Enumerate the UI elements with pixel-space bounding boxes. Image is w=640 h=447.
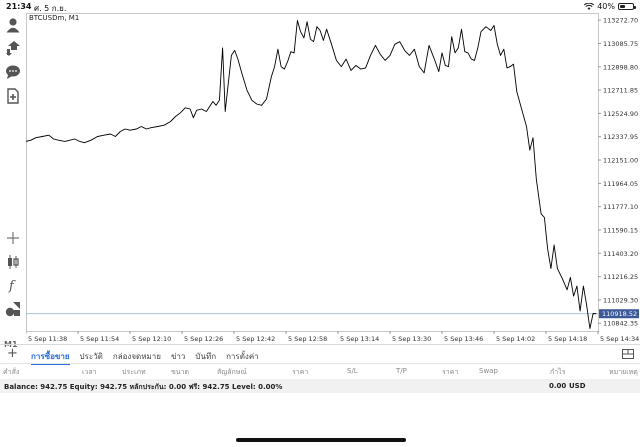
tab-2[interactable]: กล่องจดหมาย — [112, 352, 161, 361]
tab-4[interactable]: บันทึก — [195, 352, 217, 361]
chart-canvas[interactable]: 113272.70 113085.75 112898.80 112711.85 1125… — [26, 13, 640, 343]
terminal-tabs: การซื้อขาย ประวัติ กล่องจดหมาย ข่าว บันทึก กา… — [31, 350, 259, 365]
x-tick-label: 5 Sep 14:02 — [496, 335, 535, 343]
y-tick-label: 111590.15 — [603, 226, 638, 234]
layout-toggle-icon[interactable] — [622, 349, 634, 359]
x-tick-label: 5 Sep 11:38 — [28, 335, 67, 343]
status-bar: 21:34 ศ. 5 ก.ย. 40% — [0, 0, 640, 14]
trade-column-headers: คำสั่ง เวลา ประเภท ขนาด สัญลักษณ์ ราคา S/L T/P ร… — [0, 364, 640, 379]
column-header[interactable]: ราคา — [292, 368, 309, 376]
new-order-button[interactable]: + — [7, 346, 18, 361]
balance-row: Balance: 942.75 Equity: 942.75 หลักประกั… — [0, 379, 640, 393]
tab-0[interactable]: การซื้อขาย — [31, 350, 70, 365]
trade-arrows-icon[interactable] — [5, 40, 21, 56]
balance-summary: Balance: 942.75 Equity: 942.75 หลักประกั… — [4, 383, 283, 391]
column-header[interactable]: S/L — [347, 367, 358, 375]
current-price-label: 110918.52 — [602, 310, 637, 318]
y-tick-label: 111777.10 — [603, 203, 638, 211]
battery-percent: 40% — [597, 2, 615, 11]
x-tick-label: 5 Sep 12:42 — [236, 335, 275, 343]
objects-icon[interactable] — [5, 301, 21, 317]
battery-icon — [618, 3, 636, 10]
tab-1[interactable]: ประวัติ — [79, 352, 103, 361]
account-icon[interactable] — [5, 17, 21, 33]
column-header[interactable]: สัญลักษณ์ — [217, 368, 247, 376]
x-tick-label: 5 Sep 13:14 — [340, 335, 379, 343]
price-chart[interactable]: 113272.70 113085.75 112898.80 112711.85 1125… — [26, 13, 640, 343]
x-tick-label: 5 Sep 11:54 — [80, 335, 119, 343]
battery-level — [620, 5, 625, 8]
tab-3[interactable]: ข่าว — [170, 352, 186, 361]
status-date: ศ. 5 ก.ย. — [34, 4, 67, 13]
column-header[interactable]: Swap — [479, 367, 498, 375]
y-tick-label: 112151.00 — [603, 157, 638, 165]
column-header[interactable]: ขนาด — [171, 368, 190, 376]
x-tick-label: 5 Sep 12:58 — [288, 335, 327, 343]
y-tick-label: 111029.30 — [603, 296, 638, 304]
x-tick-label: 5 Sep 13:30 — [392, 335, 431, 343]
add-document-icon[interactable] — [5, 88, 21, 104]
chart-frame — [26, 13, 599, 332]
account-currency: USD — [569, 382, 586, 390]
column-header[interactable]: กำไร — [550, 368, 566, 376]
y-tick-label: 110842.35 — [603, 320, 638, 328]
column-header[interactable]: คำสั่ง — [3, 368, 20, 376]
y-tick-label: 113085.75 — [603, 40, 638, 48]
y-tick-label: 112337.95 — [603, 133, 638, 141]
y-tick-label: 111216.25 — [603, 273, 638, 281]
column-header[interactable]: หมายเหตุ — [609, 368, 638, 376]
column-header[interactable]: เวลา — [82, 368, 97, 376]
indicator-fx-icon[interactable]: f — [5, 277, 21, 293]
tab-5[interactable]: การตั้งค่า — [226, 352, 259, 361]
status-right: 40% — [584, 2, 636, 11]
home-indicator[interactable] — [236, 438, 406, 442]
total-profit: 0.00 — [549, 382, 567, 390]
column-header[interactable]: T/P — [396, 367, 407, 375]
chart-symbol-label: BTCUSDm, M1 — [29, 14, 80, 22]
x-tick-label: 5 Sep 12:10 — [132, 335, 171, 343]
y-tick-label: 112898.80 — [603, 63, 638, 71]
x-tick-label: 5 Sep 14:34 — [600, 335, 639, 343]
price-series-line — [26, 20, 597, 329]
x-tick-label: 5 Sep 12:26 — [184, 335, 223, 343]
y-tick-label: 112524.90 — [603, 110, 638, 118]
y-tick-label: 113272.70 — [603, 17, 638, 25]
left-toolbar: f M1 — [0, 14, 26, 349]
x-tick-label: 5 Sep 14:18 — [548, 335, 587, 343]
column-header[interactable]: ประเภท — [122, 368, 146, 376]
y-tick-label: 111964.05 — [603, 180, 638, 188]
bottom-tab-bar: + การซื้อขาย ประวัติ กล่องจดหมาย ข่าว บันทึก… — [0, 344, 640, 365]
svg-text:f: f — [8, 279, 16, 293]
column-header[interactable]: ราคา — [442, 368, 459, 376]
candlestick-icon[interactable] — [5, 254, 21, 270]
status-time: 21:34 — [6, 2, 32, 11]
wifi-icon — [584, 3, 595, 10]
y-tick-label: 112711.85 — [603, 87, 638, 95]
chat-icon[interactable] — [5, 64, 21, 80]
x-tick-label: 5 Sep 13:46 — [444, 335, 483, 343]
current-price-marker — [599, 309, 639, 319]
y-tick-label: 111403.20 — [603, 250, 638, 258]
crosshair-icon[interactable] — [5, 230, 21, 246]
